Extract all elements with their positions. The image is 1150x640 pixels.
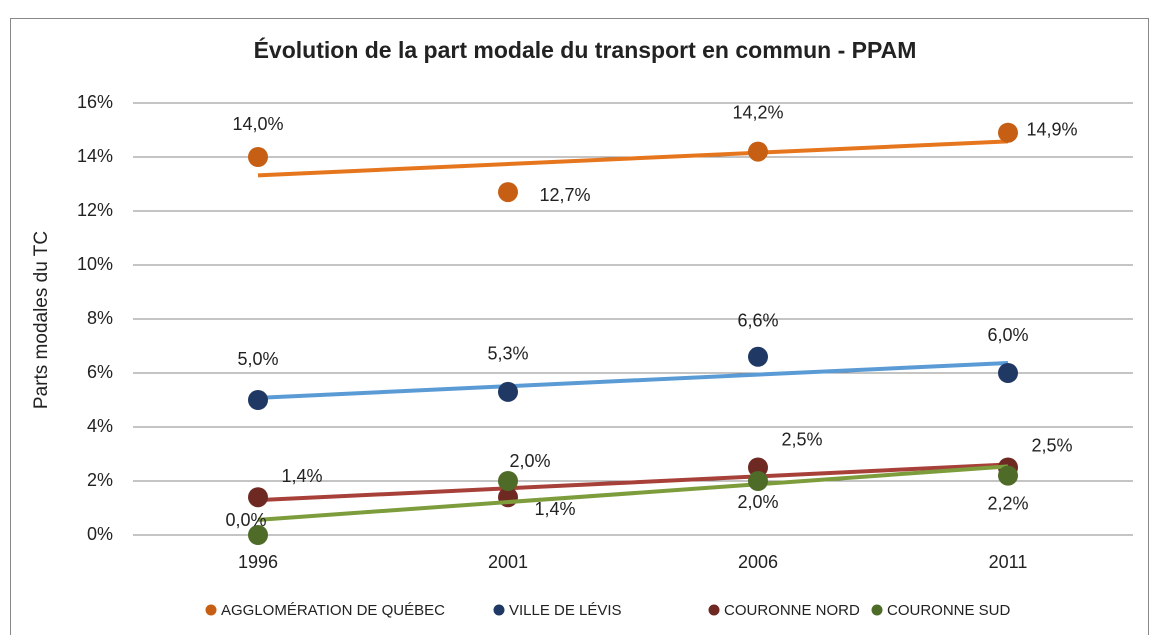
- data-label: 14,2%: [732, 102, 783, 122]
- data-label: 2,5%: [781, 429, 822, 449]
- x-tick-label: 1996: [238, 552, 278, 572]
- y-tick-label: 0%: [87, 524, 113, 544]
- data-label: 14,0%: [232, 114, 283, 134]
- legend-label: COURONNE NORD: [724, 602, 860, 619]
- data-label: 6,0%: [987, 325, 1028, 345]
- data-label: 12,7%: [539, 185, 590, 205]
- point: [248, 390, 268, 410]
- legend-label: AGGLOMÉRATION DE QUÉBEC: [221, 602, 445, 619]
- point: [748, 141, 768, 162]
- point: [748, 346, 768, 367]
- y-tick-label: 8%: [87, 308, 113, 328]
- point: [498, 471, 518, 491]
- data-label: 14,9%: [1026, 119, 1077, 139]
- point: [248, 147, 268, 167]
- x-tick-label: 2011: [989, 552, 1028, 572]
- legend-marker: [708, 604, 720, 616]
- y-tick-label: 14%: [77, 146, 113, 166]
- y-tick-label: 6%: [87, 362, 113, 382]
- trendline: [257, 464, 1009, 522]
- x-tick-label: 2001: [488, 552, 528, 572]
- legend-marker: [871, 604, 883, 616]
- data-label: 0,0%: [225, 510, 266, 530]
- chart-border: [10, 18, 1149, 639]
- data-label: 2,0%: [737, 492, 778, 512]
- data-label: 2,0%: [509, 451, 550, 471]
- legend-label: VILLE DE LÉVIS: [509, 602, 622, 619]
- data-label: 1,4%: [534, 499, 575, 519]
- point: [998, 363, 1018, 383]
- point: [248, 525, 268, 545]
- trendline: [257, 462, 1009, 503]
- y-tick-label: 4%: [87, 416, 113, 436]
- chart-title: Évolution de la part modale du transport…: [254, 36, 917, 63]
- trendline: [257, 361, 1009, 400]
- data-label: 1,4%: [281, 466, 322, 486]
- y-tick-label: 10%: [77, 254, 113, 274]
- point: [998, 465, 1018, 486]
- trendline: [257, 139, 1009, 178]
- legend-label: COURONNE SUD: [887, 602, 1011, 619]
- legend-marker: [205, 604, 217, 616]
- data-label: 5,3%: [487, 344, 528, 364]
- point: [748, 471, 768, 491]
- y-tick-label: 2%: [87, 470, 113, 490]
- x-tick-label: 2006: [738, 552, 778, 572]
- point: [498, 381, 518, 402]
- point: [998, 122, 1018, 143]
- data-label: 2,5%: [1031, 435, 1072, 455]
- point: [498, 182, 518, 203]
- y-tick-label: 12%: [77, 200, 113, 220]
- legend-marker: [493, 604, 505, 616]
- data-label: 2,2%: [987, 493, 1028, 513]
- data-label: 5,0%: [237, 349, 278, 369]
- y-axis-label: Parts modales du TC: [31, 231, 52, 409]
- data-label: 6,6%: [737, 311, 778, 331]
- y-tick-label: 16%: [77, 92, 113, 112]
- point: [248, 487, 268, 508]
